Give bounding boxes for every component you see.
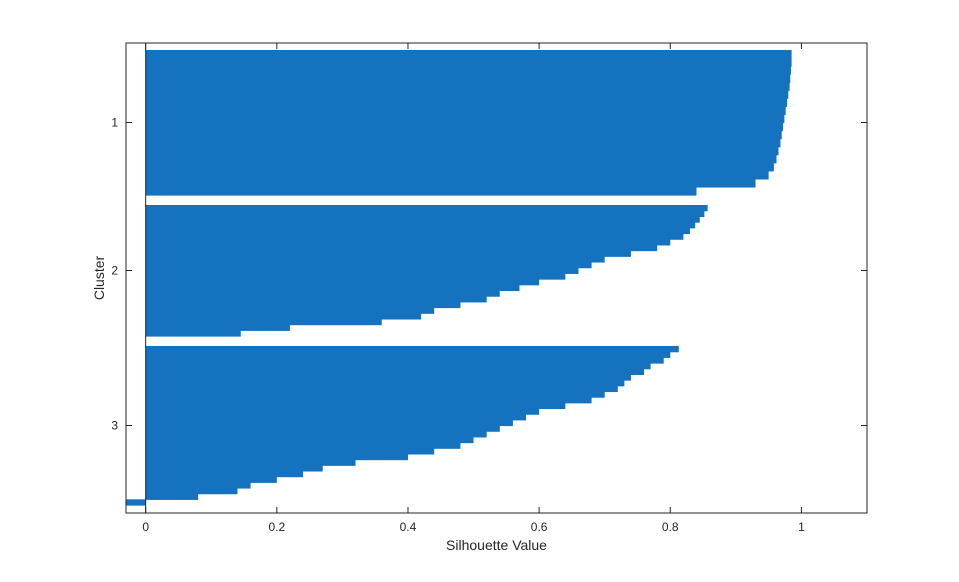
silhouette-bar (145, 448, 435, 455)
silhouette-bar (145, 385, 618, 393)
silhouette-bar (145, 227, 690, 235)
silhouette-bar (145, 391, 605, 398)
silhouette-bar (145, 363, 651, 370)
silhouette-bar (145, 465, 323, 472)
silhouette-bar (145, 290, 500, 297)
silhouette-bar (145, 82, 790, 91)
silhouette-bar (145, 90, 789, 99)
silhouette-bar (145, 453, 408, 461)
silhouette-bar (145, 50, 792, 59)
silhouette-bar (145, 146, 779, 156)
y-axis-label: Cluster (91, 255, 107, 300)
silhouette-bar (145, 138, 781, 148)
cluster-2-bars (145, 205, 708, 337)
silhouette-bar (126, 499, 146, 506)
silhouette-bar (145, 279, 540, 286)
y-tick-label: 2 (111, 264, 118, 278)
silhouette-bar (145, 162, 774, 172)
silhouette-bar (145, 205, 708, 212)
bars-layer (126, 50, 792, 506)
silhouette-bar (145, 408, 540, 415)
silhouette-bar (145, 154, 777, 164)
silhouette-bar (145, 66, 791, 75)
silhouette-bar (145, 346, 679, 353)
silhouette-bar (145, 482, 251, 489)
silhouette-bar (145, 216, 700, 223)
silhouette-bar (145, 425, 500, 432)
x-tick-label: 1 (798, 520, 805, 534)
silhouette-bar (145, 487, 238, 495)
axes-box (125, 42, 868, 514)
silhouette-bar (145, 256, 605, 263)
silhouette-bar (145, 114, 785, 124)
x-tick-label: 0.8 (662, 520, 679, 534)
silhouette-bar (145, 324, 290, 331)
silhouette-bar (145, 186, 697, 196)
silhouette-bar (145, 442, 461, 449)
silhouette-bar (145, 74, 791, 83)
silhouette-bar (145, 244, 658, 252)
x-axis-label: Silhouette Value (446, 537, 547, 553)
cluster-3-bars (126, 346, 679, 506)
silhouette-bar (145, 301, 461, 309)
x-ticks: 0 0.2 0.4 0.6 0.8 1 (142, 43, 805, 534)
x-tick-label: 0.6 (531, 520, 548, 534)
silhouette-bar (145, 58, 792, 67)
silhouette-bar (145, 170, 769, 180)
silhouette-bar (145, 178, 756, 188)
silhouette-bar (145, 476, 277, 483)
silhouette-bar (145, 402, 566, 410)
silhouette-bar (145, 419, 513, 427)
silhouette-bar (145, 267, 579, 274)
silhouette-bar (145, 313, 422, 320)
silhouette-bar (145, 210, 705, 217)
y-tick-label: 1 (111, 116, 118, 130)
silhouette-bar (145, 250, 631, 257)
silhouette-bar (145, 318, 382, 326)
silhouette-bar (145, 380, 625, 387)
silhouette-bar (145, 106, 786, 116)
silhouette-bar (145, 261, 592, 269)
silhouette-bar (145, 239, 671, 246)
silhouette-bar (145, 397, 592, 404)
silhouette-bar (145, 130, 782, 140)
silhouette-bar (145, 233, 684, 240)
silhouette-bar (145, 98, 787, 107)
silhouette-bar (145, 459, 356, 466)
silhouette-bar (145, 307, 435, 314)
silhouette-bar (145, 368, 645, 375)
silhouette-bar (145, 470, 304, 478)
silhouette-bar (145, 296, 487, 303)
silhouette-bar (145, 330, 241, 337)
cluster-1-bars (145, 50, 792, 196)
silhouette-bar (145, 273, 566, 280)
silhouette-bar (145, 351, 671, 358)
x-tick-label: 0 (142, 520, 149, 534)
silhouette-bar (145, 414, 527, 421)
x-tick-label: 0.2 (268, 520, 285, 534)
silhouette-bar (145, 374, 631, 381)
silhouette-bar (145, 222, 696, 229)
silhouette-bar (145, 436, 474, 444)
y-tick-label: 3 (111, 419, 118, 433)
silhouette-bar (145, 431, 487, 438)
silhouette-bar (145, 284, 520, 292)
y-ticks: 1 2 3 (111, 116, 867, 433)
silhouette-bar (145, 122, 784, 132)
silhouette-bar (145, 493, 199, 500)
silhouette-bar (145, 357, 664, 364)
x-tick-label: 0.4 (400, 520, 417, 534)
